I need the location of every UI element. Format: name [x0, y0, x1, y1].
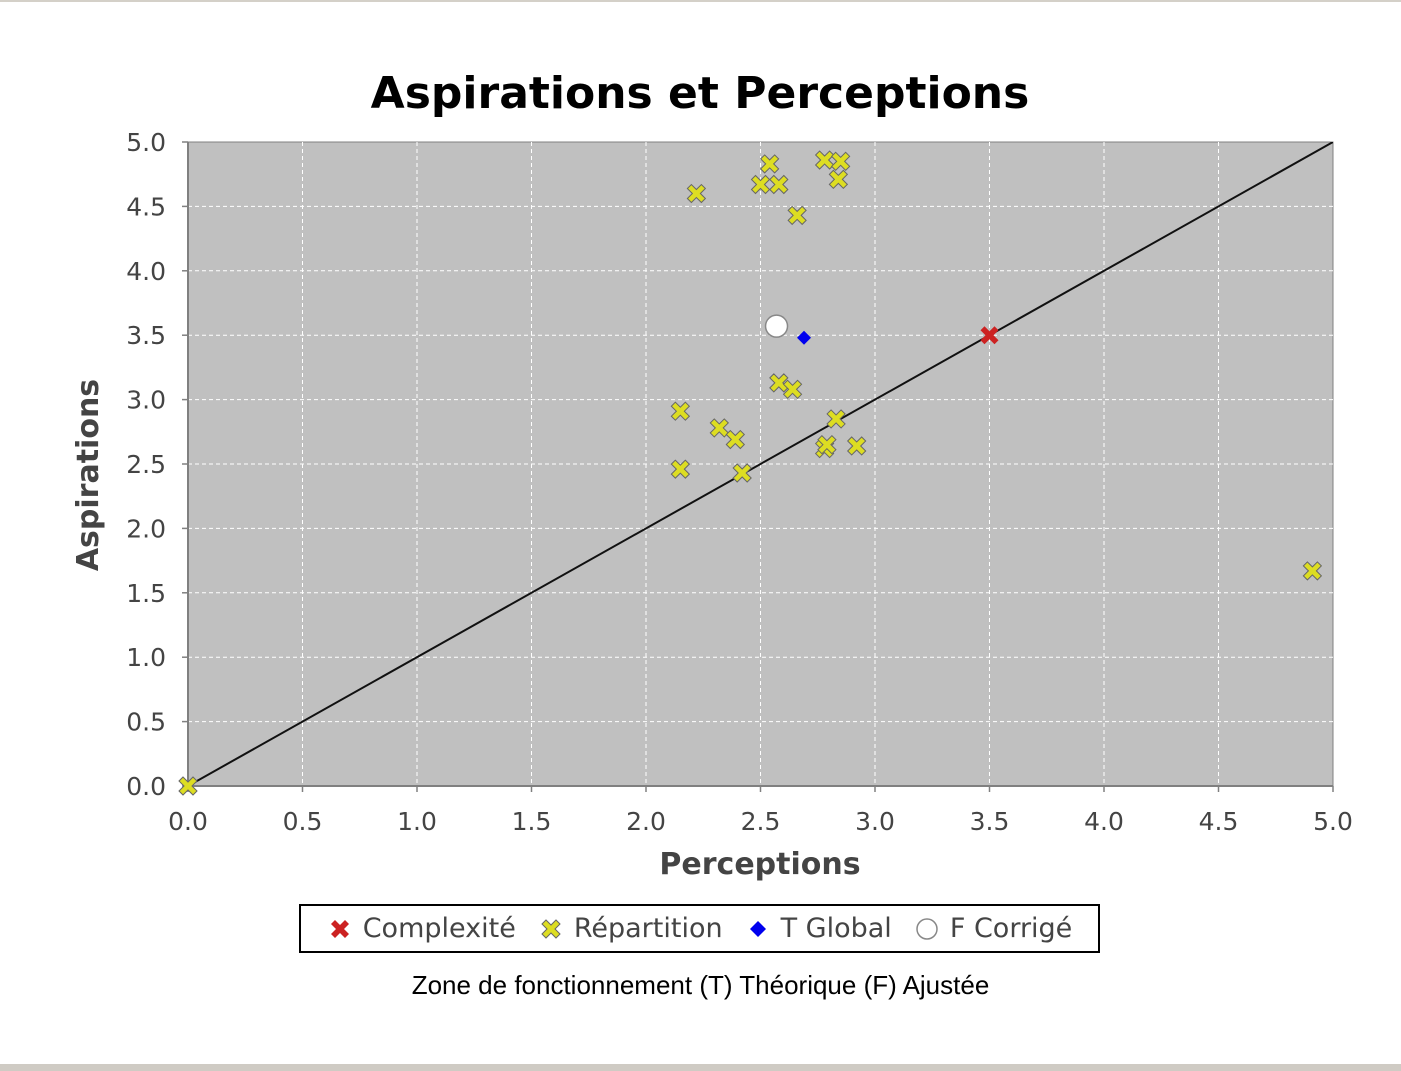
y-tick-label: 0.5 [126, 708, 166, 737]
legend-item-complexite: Complexité [327, 913, 516, 944]
x-tick-label: 4.0 [1084, 807, 1124, 836]
x-tick-label: 1.5 [512, 807, 552, 836]
data-point [830, 151, 851, 172]
reference-line-layer [188, 142, 1333, 786]
y-tick-label: 4.0 [126, 257, 166, 286]
y-tick-label: 4.5 [126, 192, 166, 221]
legend-label: F Corrigé [949, 913, 1073, 944]
y-tick-label: 0.0 [126, 772, 166, 801]
data-point [828, 169, 849, 190]
axes: 0.0 0.5 1.0 1.5 2.0 2.5 3.0 3.5 4.0 4.5 5.0 0.0 0.5 1… [126, 128, 1353, 836]
y-tick-label: 1.5 [126, 579, 166, 608]
y-tick-label: 1.0 [126, 643, 166, 672]
legend-item-t-global: T Global [745, 913, 892, 944]
data-point [817, 434, 837, 455]
grid-lines [188, 142, 1333, 786]
chart-legend: Complexité Répartition T Global F Corrig… [299, 904, 1100, 953]
data-point [759, 154, 780, 174]
data-point [769, 174, 789, 195]
x-tick-label: 0.5 [283, 807, 323, 836]
data-point [797, 330, 812, 345]
y-tick-label: 3.5 [126, 321, 166, 350]
x-tick-label: 0.0 [168, 807, 208, 836]
legend-label: Complexité [362, 913, 516, 944]
data-point [846, 436, 867, 456]
data-point [686, 183, 707, 204]
legend-blue-diamond-icon [749, 920, 766, 937]
x-tick-label: 1.0 [397, 807, 437, 836]
y-axis-label: Aspirations [71, 379, 106, 571]
data-point [670, 459, 691, 479]
legend-item-repartition: Répartition [538, 913, 723, 944]
bottom-bar [0, 1064, 1401, 1071]
data-point [670, 401, 691, 421]
x-tick-label: 2.5 [741, 807, 781, 836]
data-point [178, 776, 198, 796]
x-tick-label: 2.0 [626, 807, 666, 836]
data-point [782, 379, 803, 400]
y-tick-label: 2.0 [126, 514, 166, 543]
y-tick-label: 5.0 [126, 128, 166, 157]
points-layer [178, 150, 1323, 796]
x-tick-label: 3.0 [855, 807, 895, 836]
legend-white-circle-icon [916, 917, 938, 940]
y-tick-label: 2.5 [126, 450, 166, 479]
data-point [1302, 561, 1323, 581]
x-tick-label: 4.5 [1199, 807, 1239, 836]
data-point [826, 409, 846, 429]
legend-yellow-x-icon [541, 918, 561, 939]
data-point [764, 314, 789, 338]
legend-red-x-icon [330, 919, 349, 938]
reference-line [188, 142, 1333, 786]
legend-label: T Global [780, 913, 892, 944]
y-tick-label: 3.0 [126, 386, 166, 415]
data-point [725, 429, 746, 450]
x-axis-label: Perceptions [659, 847, 860, 882]
legend-item-f-corrige: F Corrigé [914, 913, 1072, 944]
data-point [787, 205, 807, 226]
x-tick-label: 5.0 [1313, 807, 1353, 836]
x-tick-label: 3.5 [970, 807, 1010, 836]
data-point [732, 463, 752, 483]
data-point [980, 326, 999, 345]
top-border [0, 0, 1401, 2]
chart-title: Aspirations et Perceptions [371, 68, 1030, 119]
chart-caption: Zone de fonctionnement (T) Théorique (F)… [411, 970, 990, 1000]
legend-label: Répartition [573, 913, 723, 944]
